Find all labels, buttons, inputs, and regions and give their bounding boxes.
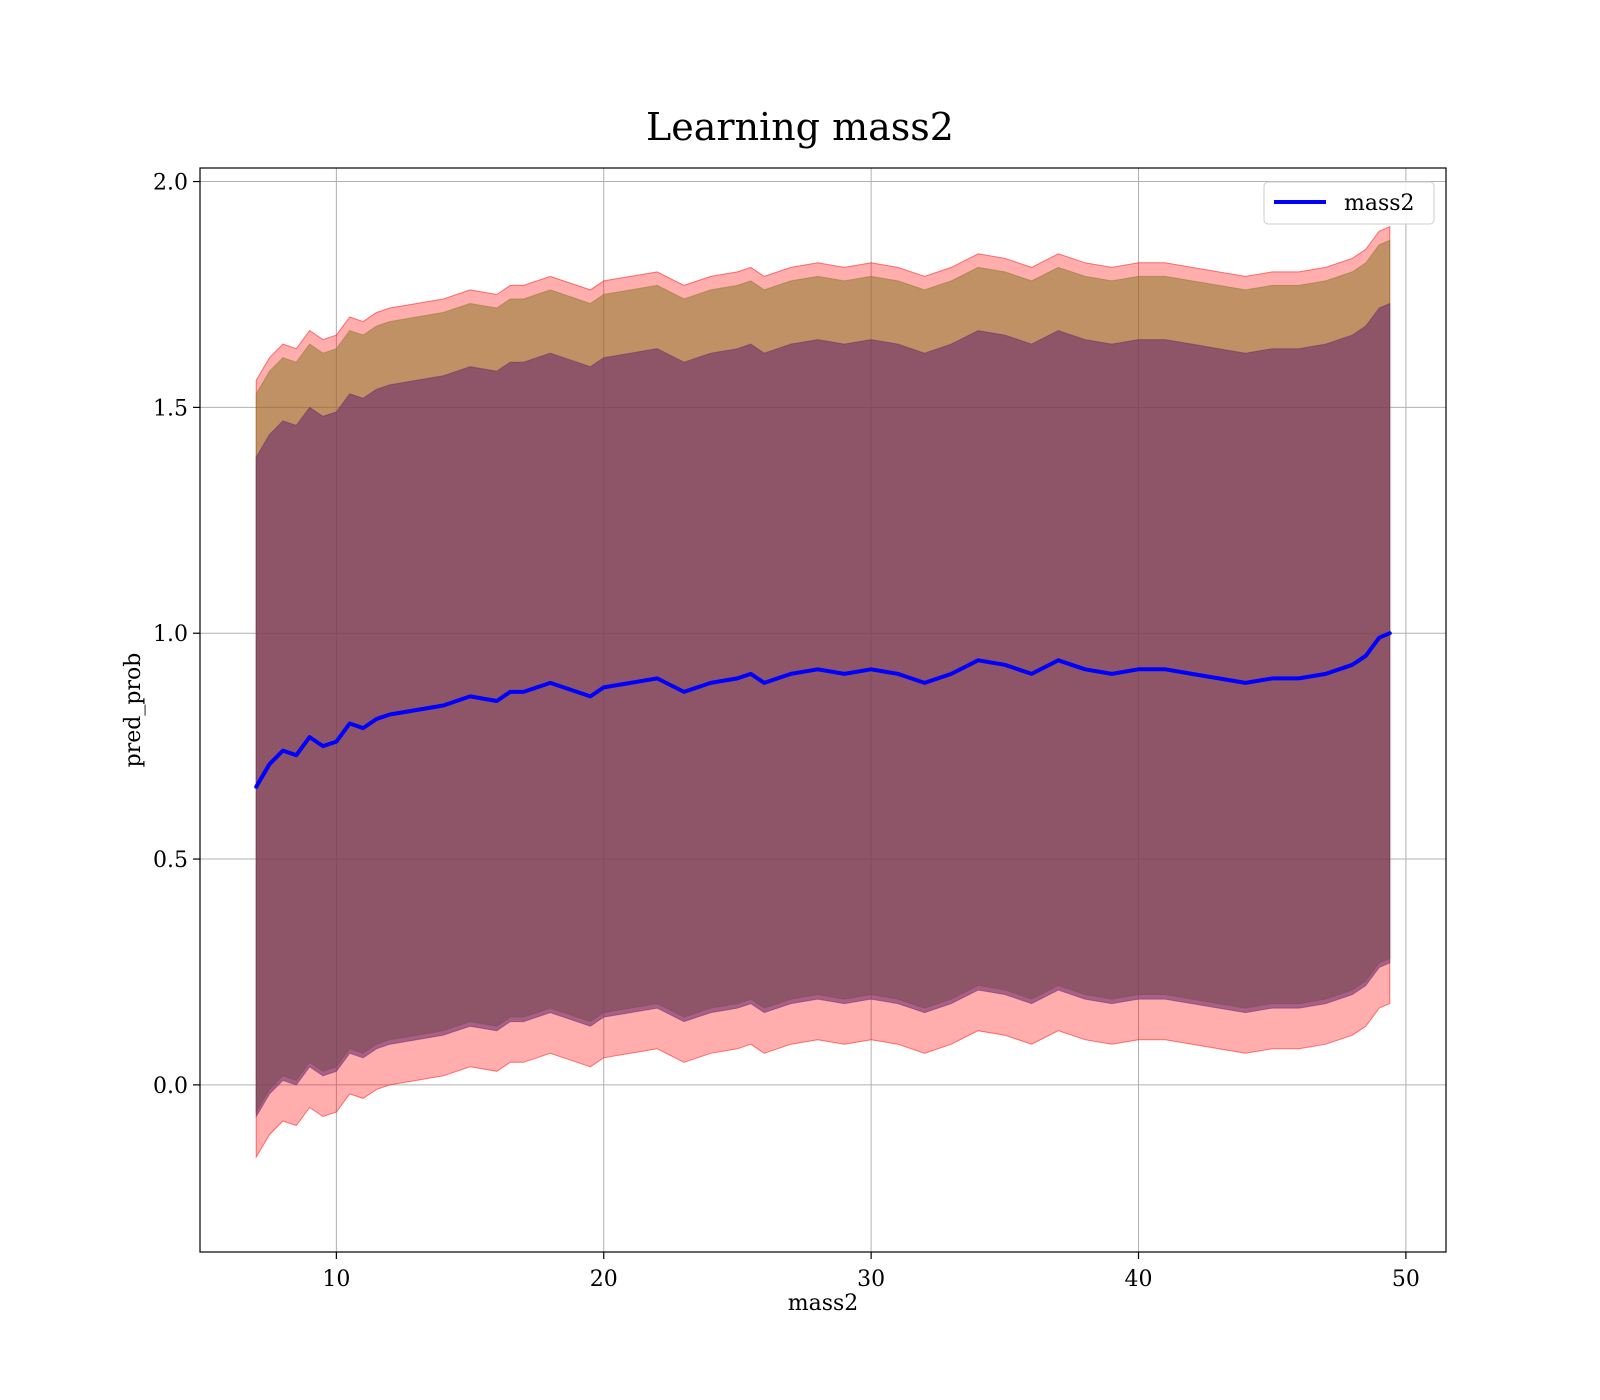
- plot-frame: [199, 167, 1447, 1253]
- y-axis-label: pred_prob: [121, 653, 146, 768]
- x-tick-label: 50: [1392, 1267, 1420, 1292]
- series-lines: [254, 631, 1392, 789]
- y-tick-label: 0.5: [153, 848, 188, 873]
- x-tick-label: 30: [857, 1267, 885, 1292]
- y-tick-label: 1.0: [153, 622, 188, 647]
- legend: mass2: [1263, 181, 1435, 225]
- y-axis-ticks: 0.0 0.5 1.0 1.5 2.0: [153, 171, 200, 1099]
- x-tick-label: 10: [322, 1267, 350, 1292]
- x-axis-label: mass2: [788, 1291, 859, 1316]
- series-line-mass2: [254, 631, 1392, 789]
- chart-title: Learning mass2: [646, 105, 954, 149]
- confidence-bands: [255, 225, 1391, 1159]
- title-group: Learning mass2: [646, 105, 954, 149]
- legend-box: [1263, 181, 1435, 225]
- band-inner: [255, 302, 1391, 1119]
- x-tick-label: 20: [590, 1267, 618, 1292]
- y-tick-label: 0.0: [153, 1074, 188, 1099]
- x-tick-label: 40: [1125, 1267, 1153, 1292]
- y-tick-label: 2.0: [153, 171, 188, 196]
- legend-label: mass2: [1344, 191, 1415, 216]
- x-axis-ticks: 10 20 30 40 50: [322, 1252, 1420, 1292]
- y-tick-label: 1.5: [153, 396, 188, 421]
